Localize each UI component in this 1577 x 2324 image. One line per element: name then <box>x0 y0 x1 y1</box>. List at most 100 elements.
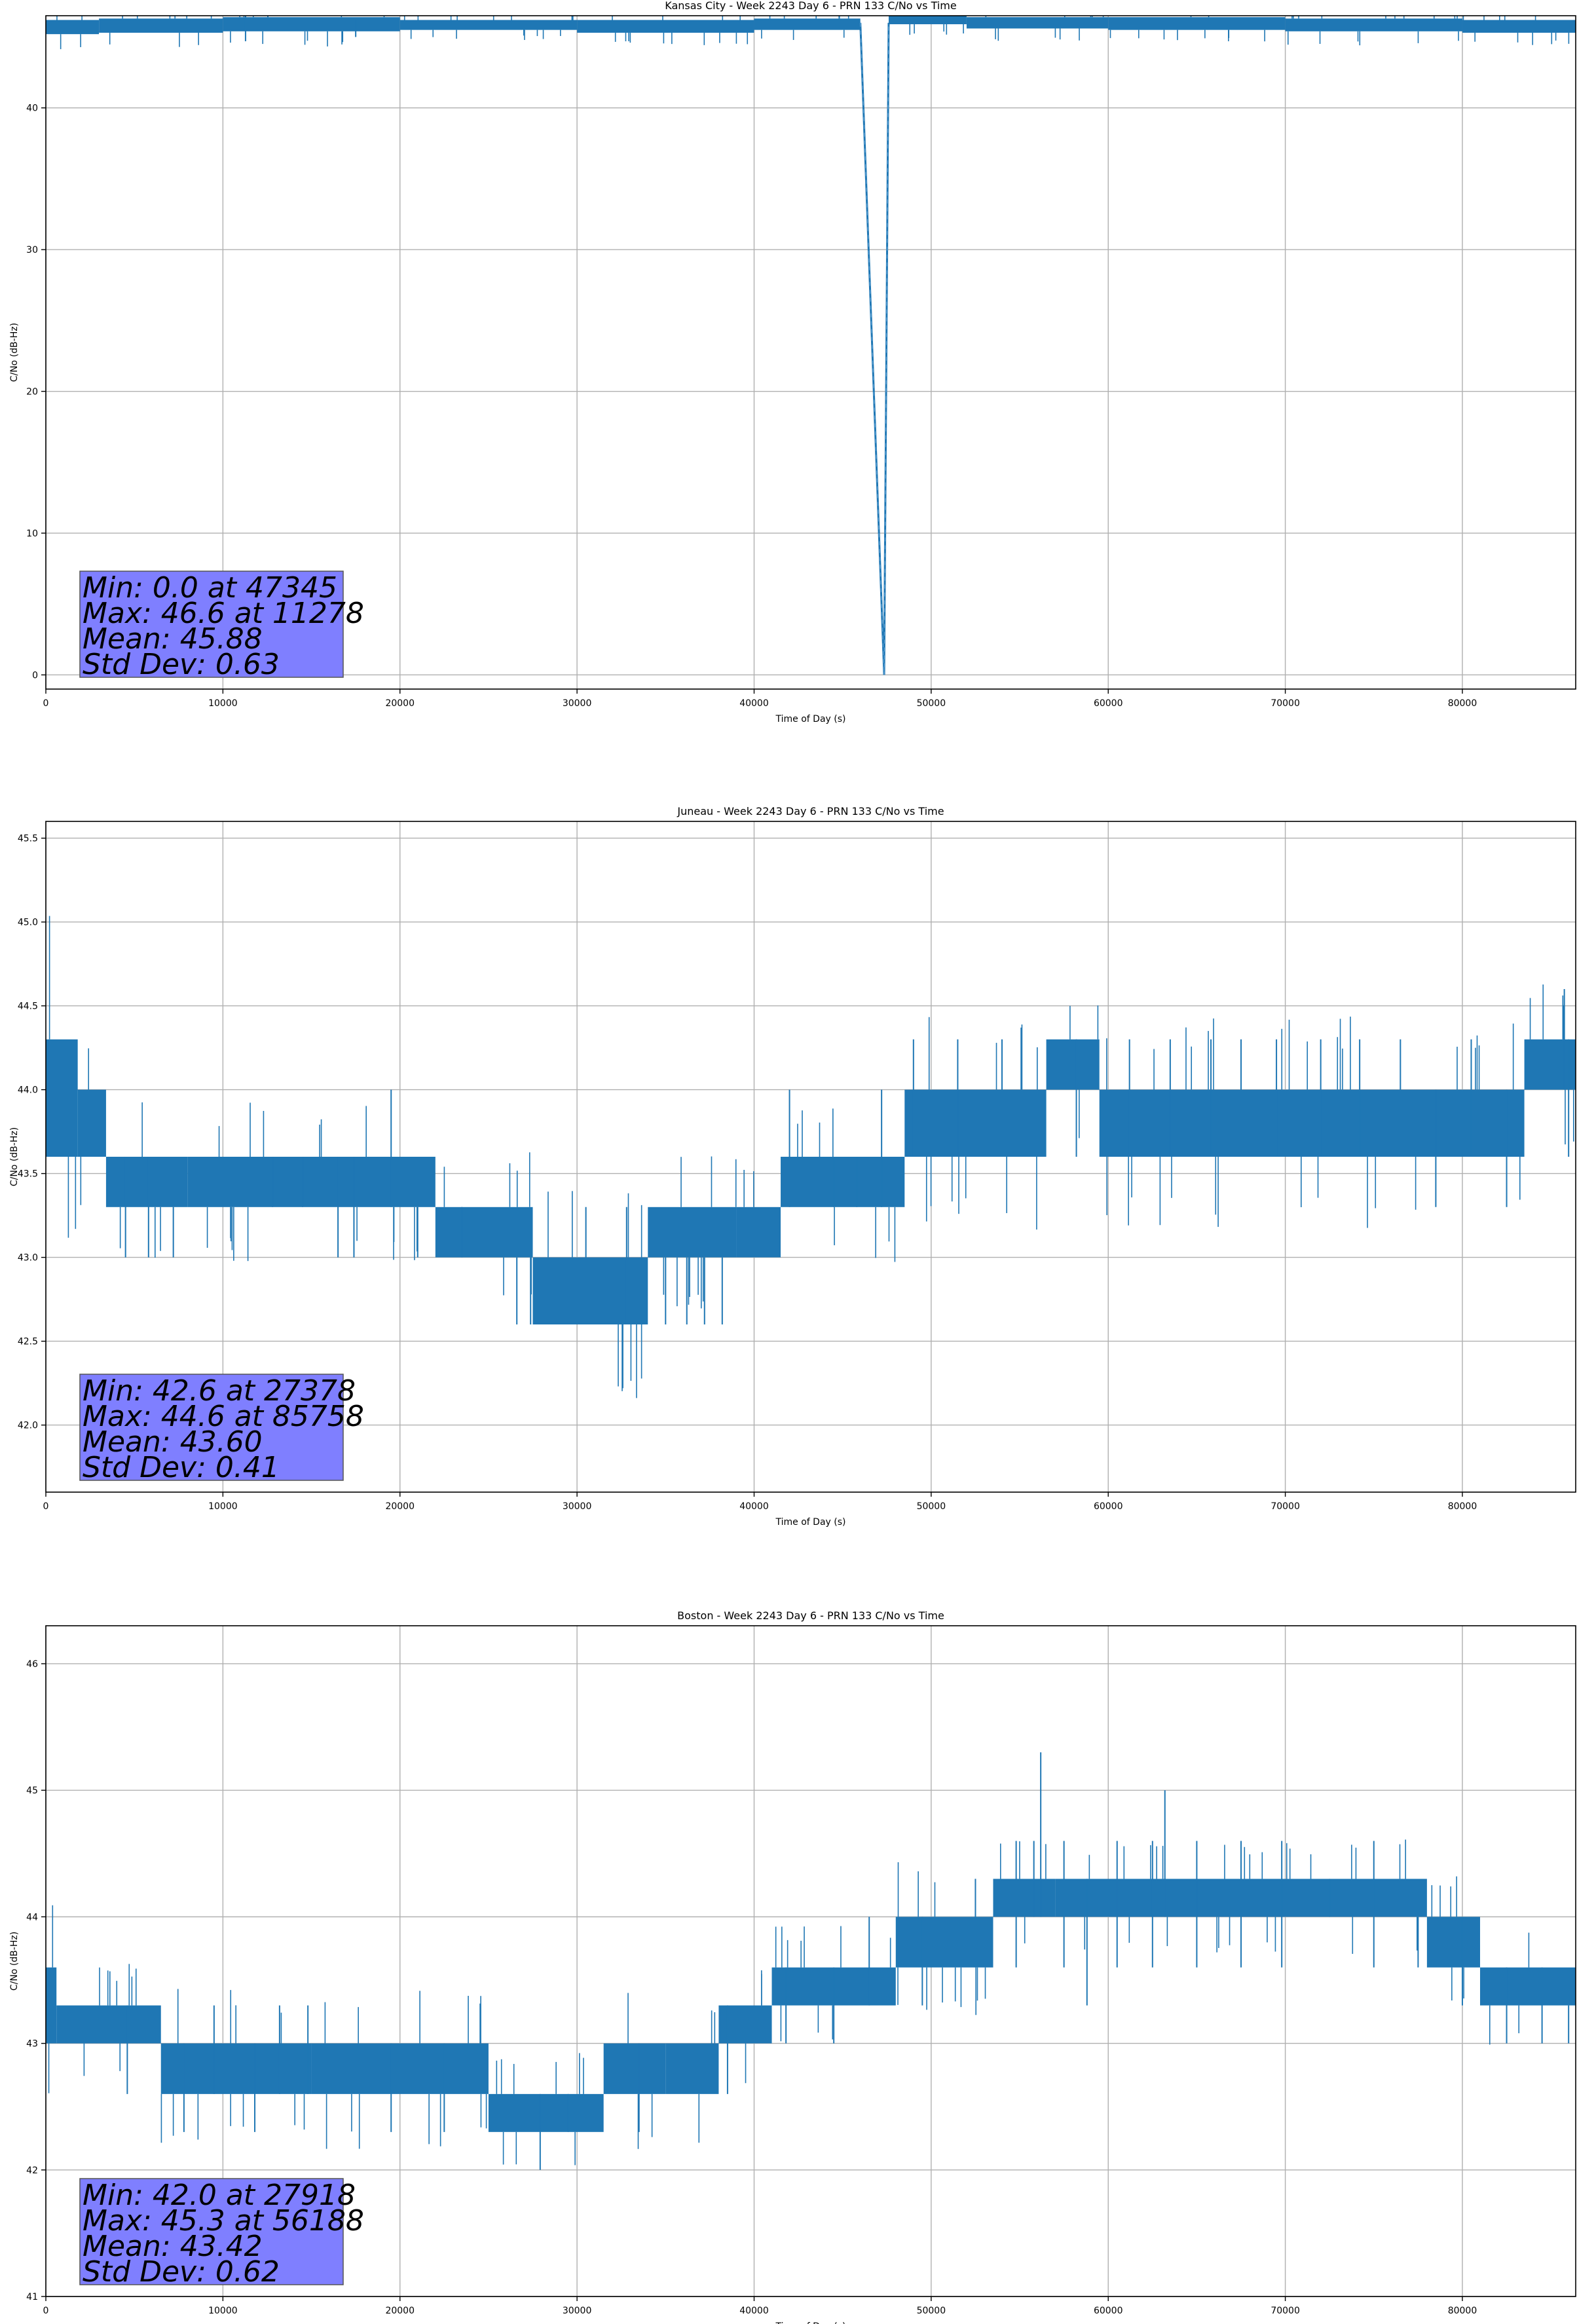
axes-frame <box>45 821 1576 1493</box>
stats-mean: Mean: 43.60 <box>83 1425 263 1459</box>
signal-band <box>1099 1089 1525 1157</box>
stats-std: Std Dev: 0.62 <box>83 2255 280 2289</box>
signal-band <box>1462 20 1576 33</box>
x-tick-label: 40000 <box>739 1501 769 1512</box>
x-tick-label: 80000 <box>1448 698 1477 709</box>
x-tick-label: 50000 <box>917 2306 946 2316</box>
signal-band <box>1426 1917 1480 1968</box>
stats-box <box>79 571 344 678</box>
signal-band <box>435 1207 533 1258</box>
y-tick-label: 44.0 <box>18 1085 38 1096</box>
y-tick-label: 30 <box>26 245 38 255</box>
x-axis-label: Time of Day (s) <box>775 714 846 724</box>
stats-min: Min: 0.0 at 47345 <box>83 571 337 605</box>
x-tick-label: 70000 <box>1271 1501 1300 1512</box>
x-tick-label: 10000 <box>208 1501 238 1512</box>
stats-max: Max: 46.6 at 11278 <box>83 597 364 630</box>
x-tick-label: 0 <box>43 1501 49 1512</box>
data-series <box>46 16 1576 675</box>
x-tick-label: 60000 <box>1094 698 1123 709</box>
chart-title: Juneau - Week 2243 Day 6 - PRN 133 C/No … <box>677 805 944 817</box>
signal-band <box>577 20 754 33</box>
chart-panel-1: 0 10000 20000 30000 40000 50000 60000 70000 8000… <box>9 0 1576 724</box>
signal-band <box>993 1879 1056 1917</box>
axes-frame <box>45 1625 1576 2297</box>
signal-band <box>781 1157 905 1207</box>
y-tick-label: 44 <box>26 1912 38 1922</box>
signal-band <box>895 1917 993 1968</box>
signal-band <box>187 1157 436 1207</box>
y-tick-label: 43.0 <box>18 1253 38 1264</box>
y-tick-label: 20 <box>26 387 38 398</box>
x-tick-label: 0 <box>43 698 49 709</box>
y-tick-label: 45.0 <box>18 918 38 928</box>
y-tick-label: 40 <box>26 103 38 114</box>
signal-band <box>46 20 100 35</box>
x-tick-label: 10000 <box>208 698 238 709</box>
stats-std: Std Dev: 0.41 <box>83 1451 280 1484</box>
signal-band <box>718 2005 772 2044</box>
signal-band <box>160 2043 312 2094</box>
signal-band <box>56 2005 161 2044</box>
stats-std: Std Dev: 0.63 <box>83 648 280 681</box>
signal-band <box>1108 17 1286 30</box>
x-tick-label: 20000 <box>385 2306 415 2316</box>
signal-band <box>888 16 967 24</box>
x-tick-label: 60000 <box>1094 2306 1123 2316</box>
signal-line-trace <box>860 22 889 675</box>
x-tick-label: 50000 <box>917 1501 946 1512</box>
x-tick-label: 80000 <box>1448 1501 1477 1512</box>
x-tick-label: 40000 <box>739 698 769 709</box>
x-tick-label: 10000 <box>208 2306 238 2316</box>
signal-band <box>488 2093 604 2132</box>
signal-band <box>532 1257 648 1324</box>
y-tick-label: 10 <box>26 529 38 539</box>
stats-max: Max: 44.6 at 85758 <box>83 1400 364 1433</box>
signal-band <box>223 17 400 31</box>
y-tick-label: 42.0 <box>18 1421 38 1431</box>
y-tick-label: 42.5 <box>18 1337 38 1347</box>
signal-band <box>46 1967 57 2044</box>
chart-title: Boston - Week 2243 Day 6 - PRN 133 C/No … <box>677 1609 944 1622</box>
x-axis-label: Time of Day (s) <box>775 1517 846 1527</box>
signal-band <box>966 17 1109 29</box>
signal-band <box>603 2043 666 2094</box>
stats-mean: Mean: 43.42 <box>83 2230 263 2263</box>
signal-band <box>311 2043 489 2094</box>
y-tick-label: 43.5 <box>18 1169 38 1180</box>
signal-band <box>904 1089 1047 1157</box>
signal-band <box>736 1207 781 1258</box>
data-series <box>46 1752 1576 2170</box>
x-tick-label: 60000 <box>1094 1501 1123 1512</box>
x-tick-label: 20000 <box>385 698 415 709</box>
x-tick-label: 70000 <box>1271 698 1300 709</box>
x-tick-label: 30000 <box>563 698 592 709</box>
x-tick-label: 80000 <box>1448 2306 1477 2316</box>
signal-band <box>1285 18 1462 31</box>
chart-panel-2: 0 10000 20000 30000 40000 50000 60000 70000 8000… <box>9 805 1576 1527</box>
axes-frame <box>45 15 1576 690</box>
stats-max: Max: 45.3 at 56188 <box>83 2204 364 2238</box>
chart-title: Kansas City - Week 2243 Day 6 - PRN 133 … <box>665 0 956 12</box>
x-tick-label: 20000 <box>385 1501 415 1512</box>
signal-band <box>399 20 578 30</box>
signal-band <box>1046 1039 1100 1090</box>
signal-band <box>1524 1039 1576 1090</box>
y-tick-label: 45.5 <box>18 834 38 844</box>
stats-box <box>79 1374 344 1481</box>
x-tick-label: 0 <box>43 2306 49 2316</box>
x-tick-label: 50000 <box>917 698 946 709</box>
stats-min: Min: 42.6 at 27378 <box>83 1374 356 1408</box>
signal-band <box>46 1039 78 1157</box>
y-tick-label: 45 <box>26 1786 38 1796</box>
signal-band <box>754 18 861 30</box>
stats-min: Min: 42.0 at 27918 <box>83 2179 356 2212</box>
signal-band <box>99 18 223 33</box>
signal-band <box>1480 1967 1576 2006</box>
y-axis-label: C/No (dB-Hz) <box>9 1127 20 1186</box>
x-tick-label: 30000 <box>563 1501 592 1512</box>
signal-band <box>105 1157 188 1207</box>
data-series <box>46 916 1576 1398</box>
y-axis-label: C/No (dB-Hz) <box>9 1932 20 1991</box>
